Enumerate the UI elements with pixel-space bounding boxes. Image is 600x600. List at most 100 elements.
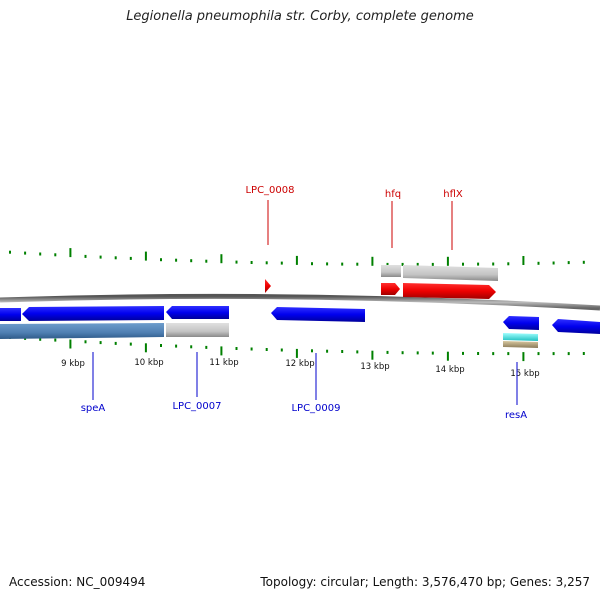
kbp-label-13: 13 kbp — [360, 362, 389, 372]
gene-label-LPC_0008[interactable]: LPC_0008 — [245, 185, 294, 196]
major-tick — [522, 256, 525, 265]
minor-tick — [462, 351, 464, 355]
genome-title: Legionella pneumophila str. Corby, compl… — [126, 9, 474, 24]
genome-summary-text: Topology: circular; Length: 3,576,470 bp… — [260, 575, 590, 589]
minor-tick — [280, 261, 283, 265]
major-tick — [446, 351, 449, 361]
gene-speA-cds-bar[interactable] — [0, 323, 164, 339]
gene-label-speA[interactable]: speA — [81, 403, 106, 414]
minor-tick — [175, 344, 178, 348]
minor-tick — [477, 352, 480, 355]
kbp-label-10: 10 kbp — [134, 358, 163, 368]
minor-tick — [416, 262, 419, 266]
gene-label-LPC_0007[interactable]: LPC_0007 — [172, 401, 221, 412]
gene-LPC_0007-arrow[interactable] — [166, 306, 229, 319]
lower-tick-marks — [9, 335, 585, 362]
minor-tick — [492, 262, 495, 266]
minor-tick — [39, 337, 42, 341]
kbp-scale: 9 kbp 10 kbp 11 kbp 12 kbp 13 kbp 14 kbp… — [61, 358, 540, 379]
gene-LPC_0008-arrow[interactable] — [265, 279, 271, 293]
gene-label-LPC_0009[interactable]: LPC_0009 — [291, 403, 340, 414]
kbp-label-14: 14 kbp — [435, 365, 464, 375]
minor-tick — [326, 349, 329, 353]
gene-left-edge-arrow[interactable] — [0, 308, 21, 321]
minor-tick — [326, 262, 329, 266]
minor-tick — [492, 352, 495, 356]
gene-LPC_0009-arrow[interactable] — [271, 307, 365, 322]
accession-text: Accession: NC_009494 — [9, 575, 146, 589]
minor-tick — [507, 352, 510, 356]
minor-tick — [462, 262, 464, 266]
kbp-label-9: 9 kbp — [61, 359, 85, 369]
minor-tick — [175, 258, 178, 262]
minor-tick — [477, 262, 480, 266]
minor-tick — [341, 350, 344, 353]
gene-LPC_0007-cds-bar[interactable] — [166, 323, 229, 337]
reverse-strand-features — [0, 306, 600, 348]
gene-resA-arrow[interactable] — [503, 316, 539, 330]
major-tick — [144, 343, 147, 353]
minor-tick — [160, 258, 162, 262]
minor-tick — [235, 347, 238, 350]
gene-label-hfq[interactable]: hfq — [385, 189, 401, 200]
minor-tick — [250, 347, 253, 351]
minor-tick — [582, 352, 585, 355]
kbp-label-15: 15 kbp — [510, 369, 539, 379]
minor-tick — [582, 260, 585, 264]
minor-tick — [160, 344, 162, 347]
major-tick — [220, 346, 223, 356]
gene-right-edge-arrow[interactable] — [552, 319, 600, 334]
minor-tick — [552, 352, 555, 356]
minor-tick — [129, 256, 132, 260]
minor-tick — [265, 348, 268, 351]
minor-tick — [39, 252, 42, 256]
resA-cyan-feature[interactable] — [503, 333, 538, 341]
major-tick — [446, 256, 449, 266]
gene-label-resA[interactable]: resA — [505, 410, 527, 421]
minor-tick — [235, 260, 238, 264]
gene-speA-arrow[interactable] — [22, 306, 164, 321]
minor-tick — [205, 345, 208, 349]
minor-tick — [99, 255, 102, 259]
minor-tick — [190, 345, 193, 349]
minor-tick — [401, 262, 404, 266]
minor-tick — [190, 259, 193, 263]
minor-tick — [567, 352, 570, 356]
minor-tick — [205, 259, 208, 263]
resA-tan-feature[interactable] — [503, 341, 538, 348]
minor-tick — [431, 351, 434, 355]
gene-hfq-arrow[interactable] — [381, 283, 400, 295]
major-tick — [295, 348, 298, 358]
major-tick — [69, 248, 72, 258]
minor-tick — [99, 341, 102, 345]
minor-tick — [431, 262, 434, 266]
minor-tick — [311, 349, 313, 353]
minor-tick — [129, 342, 132, 346]
minor-tick — [54, 253, 57, 257]
minor-tick — [341, 262, 344, 266]
minor-tick — [416, 351, 419, 355]
forward-strand-features — [265, 265, 498, 299]
major-tick — [371, 256, 374, 266]
minor-tick — [265, 261, 268, 265]
major-tick — [69, 339, 72, 349]
minor-tick — [537, 261, 540, 265]
minor-tick — [280, 348, 283, 352]
hfq-rna-feature[interactable] — [381, 265, 401, 277]
hflX-rna-feature[interactable] — [403, 265, 498, 281]
minor-tick — [84, 254, 87, 258]
minor-tick — [250, 261, 253, 264]
minor-tick — [84, 340, 87, 344]
minor-tick — [356, 350, 359, 354]
gene-hflX-arrow[interactable] — [403, 283, 496, 299]
minor-tick — [54, 338, 57, 342]
gene-label-hflX[interactable]: hflX — [443, 189, 463, 200]
minor-tick — [386, 350, 389, 354]
minor-tick — [386, 262, 389, 266]
minor-tick — [9, 250, 11, 254]
kbp-label-11: 11 kbp — [209, 358, 238, 368]
minor-tick — [24, 251, 27, 255]
minor-tick — [114, 341, 117, 345]
kbp-label-12: 12 kbp — [285, 359, 314, 369]
